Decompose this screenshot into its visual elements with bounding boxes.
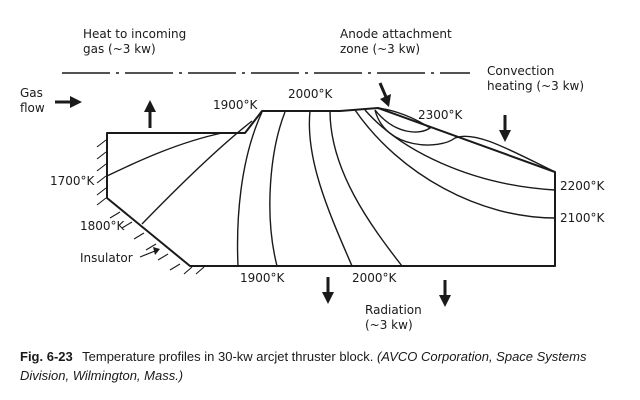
gas-flow-label-line1: Gas xyxy=(20,86,43,100)
temp-2200: 2200°K xyxy=(560,179,606,193)
convection-label-line1: Convection xyxy=(487,64,554,78)
gas-flow-arrow xyxy=(55,96,82,108)
isotherm-lines xyxy=(106,107,556,267)
convection-label-line2: heating (~3 kw) xyxy=(487,79,584,93)
heat-to-gas-label-line1: Heat to incoming xyxy=(83,27,186,41)
figure-caption-text: Temperature profiles in 30-kw arcjet thr… xyxy=(82,349,374,364)
gas-flow-label-line2: flow xyxy=(20,101,45,115)
heat-to-gas-label-line2: gas (~3 kw) xyxy=(83,42,156,56)
anode-zone-arrow xyxy=(378,82,391,107)
convection-arrow xyxy=(499,115,511,142)
insulator-pointer-arrow xyxy=(139,247,160,258)
thruster-temperature-diagram: Heat to incoming gas (~3 kw) Anode attac… xyxy=(20,27,606,332)
temp-2100: 2100°K xyxy=(560,211,606,225)
temp-1700: 1700°K xyxy=(50,174,96,188)
temp-1900-top: 1900°K xyxy=(213,98,259,112)
temp-1900-bottom: 1900°K xyxy=(240,271,286,285)
temp-2000-top: 2000°K xyxy=(288,87,334,101)
temp-2300: 2300°K xyxy=(418,108,464,122)
radiation-label-line2: (~3 kw) xyxy=(365,318,413,332)
figure-source: (AVCO Corporation, Space Systems Divisio… xyxy=(20,349,587,383)
figure-number: Fig. 6-23 xyxy=(20,349,73,364)
anode-zone-label-line1: Anode attachment xyxy=(340,27,452,41)
thruster-block-outline xyxy=(106,107,556,267)
radiation-label-line1: Radiation xyxy=(365,303,422,317)
radiation-arrow-right xyxy=(439,280,451,307)
temp-1800: 1800°K xyxy=(80,219,126,233)
insulator-label: Insulator xyxy=(80,251,133,265)
insulator-hatching xyxy=(96,139,205,275)
radiation-arrow-left xyxy=(322,277,334,304)
temp-2000-bottom: 2000°K xyxy=(352,271,398,285)
heat-to-gas-arrow xyxy=(144,100,156,128)
anode-zone-label-line2: zone (~3 kw) xyxy=(340,42,420,56)
figure-caption: Fig. 6-23 Temperature profiles in 30-kw … xyxy=(20,347,630,385)
